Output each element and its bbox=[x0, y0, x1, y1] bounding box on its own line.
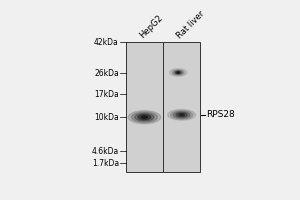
Ellipse shape bbox=[128, 111, 161, 124]
Ellipse shape bbox=[141, 116, 148, 118]
Ellipse shape bbox=[173, 112, 190, 118]
Bar bbox=[163, 42, 200, 172]
Text: 26kDa: 26kDa bbox=[94, 69, 119, 78]
Ellipse shape bbox=[131, 112, 158, 122]
Ellipse shape bbox=[169, 69, 187, 76]
Text: HepG2: HepG2 bbox=[138, 13, 165, 40]
Ellipse shape bbox=[168, 109, 196, 120]
Ellipse shape bbox=[176, 71, 181, 74]
Ellipse shape bbox=[174, 71, 182, 74]
Ellipse shape bbox=[181, 114, 183, 115]
Ellipse shape bbox=[177, 72, 179, 73]
Text: 42kDa: 42kDa bbox=[94, 38, 119, 47]
Text: 1.7kDa: 1.7kDa bbox=[92, 159, 119, 168]
Ellipse shape bbox=[172, 70, 184, 75]
Text: RPS28: RPS28 bbox=[206, 110, 235, 119]
Text: 10kDa: 10kDa bbox=[94, 113, 119, 122]
Ellipse shape bbox=[138, 115, 151, 120]
Ellipse shape bbox=[135, 113, 154, 121]
Text: Rat liver: Rat liver bbox=[175, 9, 207, 40]
Bar bbox=[126, 42, 163, 172]
Text: 17kDa: 17kDa bbox=[94, 90, 119, 99]
Text: 4.6kDa: 4.6kDa bbox=[92, 147, 119, 156]
Ellipse shape bbox=[178, 72, 179, 73]
Ellipse shape bbox=[170, 111, 193, 119]
Ellipse shape bbox=[176, 113, 187, 117]
Ellipse shape bbox=[179, 114, 184, 116]
Ellipse shape bbox=[143, 117, 146, 118]
